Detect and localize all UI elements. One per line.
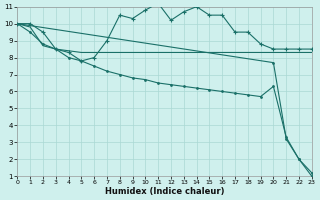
X-axis label: Humidex (Indice chaleur): Humidex (Indice chaleur)	[105, 187, 224, 196]
